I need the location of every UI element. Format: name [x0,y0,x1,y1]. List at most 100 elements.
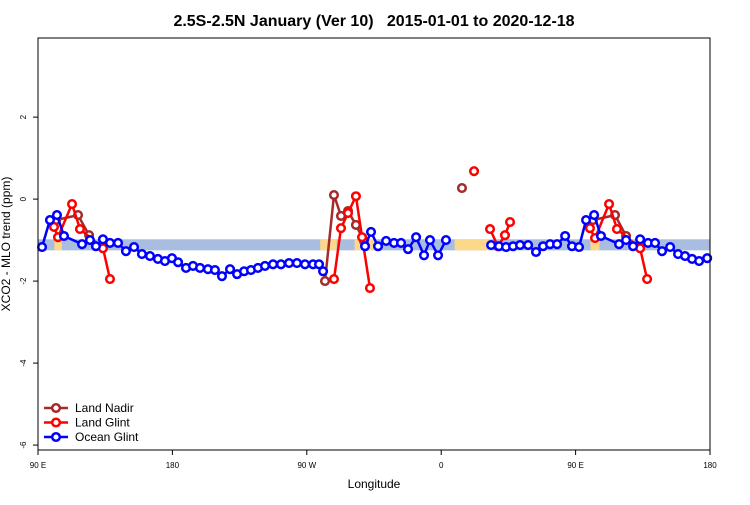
data-point [359,241,371,252]
data-point [514,239,526,251]
data-point [635,234,646,245]
y-tick-label: -4 [19,359,28,367]
data-point [530,246,542,258]
data-point [144,251,156,262]
data-point [84,235,96,246]
data-point [224,264,236,275]
data-point [283,258,295,269]
band-highlight [590,239,600,251]
data-point [418,250,430,261]
data-point [395,237,407,249]
band-highlight [454,239,491,251]
x-tick-label: 180 [166,461,180,470]
data-point [173,257,184,268]
data-point [259,260,271,271]
data-point [51,210,63,221]
data-point [209,264,221,276]
data-point [560,230,571,242]
data-point [433,250,444,261]
data-point [328,189,340,201]
data-point [66,198,78,210]
data-point [584,223,595,234]
y-tick-label: -6 [19,441,28,449]
data-point [649,237,661,249]
data-point [523,239,534,251]
data-point [275,259,287,270]
data-point [194,262,206,274]
data-point [357,232,368,243]
data-point [364,283,376,294]
data-point [499,230,511,241]
data-point [402,244,414,255]
data-point [665,242,676,253]
data-point [628,241,639,252]
data-point [299,259,311,270]
data-point [328,274,340,285]
chart-title: 2.5S-2.5N January (Ver 10) 2015-01-01 to… [173,13,574,30]
data-point [319,276,331,287]
data-point [268,259,279,270]
data-point [120,246,132,257]
y-axis-label: XCO2 - MLO trend (ppm) [0,177,13,312]
data-point [589,210,600,221]
data-point [318,266,329,277]
data-point [642,274,653,285]
data-point [604,198,615,210]
x-tick-label: 0 [439,461,444,470]
data-point [702,253,713,264]
data-point [469,166,480,177]
data-point [504,217,516,228]
data-point [136,248,147,260]
data-point [58,230,70,242]
series-line [52,194,649,289]
data-point [424,235,436,246]
data-point [335,223,347,234]
y-tick-label: 0 [19,196,28,201]
legend-marker [50,431,62,443]
data-point [342,207,354,219]
data-point [104,274,116,285]
legend-marker [50,402,62,414]
x-tick-label: 180 [703,461,717,470]
data-point [573,242,585,253]
data-point [112,237,124,249]
plot-frame [37,37,711,451]
legend-label: Land Glint [75,416,130,430]
data-point [216,271,228,282]
x-tick-label: 90 E [30,461,46,470]
legend-marker [50,417,62,428]
legend-label: Land Nadir [75,401,134,415]
data-point [595,230,607,242]
series-line [55,193,628,282]
data-point [381,235,392,246]
band-highlight [54,239,62,251]
data-point [657,246,668,257]
x-axis-label: Longitude [348,477,401,491]
data-point [77,239,88,250]
data-point [440,235,452,246]
data-point [372,241,384,252]
data-point [621,235,632,246]
x-tick-label: 90 W [297,461,316,470]
data-point [365,226,377,237]
data-point [552,239,563,250]
data-point [291,258,302,269]
data-point [611,223,623,235]
data-point [44,214,55,226]
data-point [48,221,60,233]
data-point [581,214,592,226]
data-point [74,223,86,235]
data-point [90,241,101,252]
legend-label: Ocean Glint [75,430,139,444]
data-point [614,239,625,250]
data-point [104,237,116,249]
data-point [484,223,496,235]
data-point [456,182,468,194]
data-point [36,242,48,253]
y-tick-label: -2 [19,277,28,285]
x-tick-label: 90 E [567,461,583,470]
data-point [486,239,497,251]
data-point [128,242,140,253]
